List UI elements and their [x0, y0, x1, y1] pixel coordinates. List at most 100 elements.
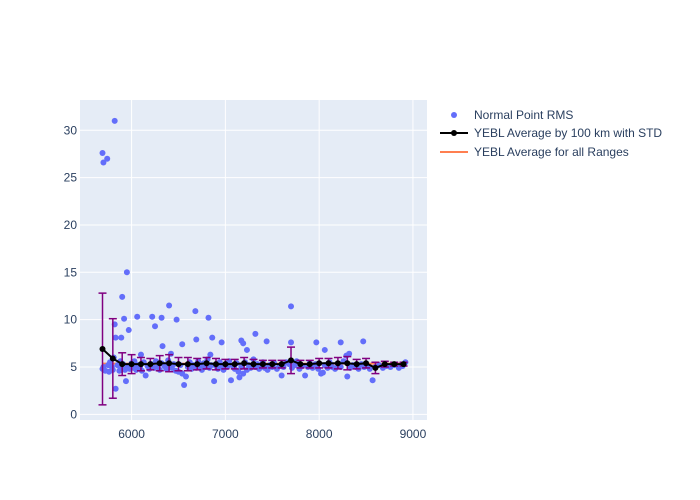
- average-marker: [372, 364, 379, 371]
- average-marker: [325, 360, 332, 367]
- average-marker: [175, 361, 182, 368]
- average-marker: [259, 361, 266, 368]
- rms-point: [252, 330, 259, 337]
- legend: Normal Point RMS YEBL Average by 100 km …: [440, 108, 662, 159]
- rms-point: [118, 334, 125, 341]
- legend-marker-normal-point-rms: [451, 112, 457, 118]
- rms-point: [302, 372, 309, 379]
- average-marker: [109, 355, 116, 362]
- rms-point: [192, 308, 199, 315]
- rms-point: [122, 378, 129, 385]
- y-tick-label: 10: [64, 313, 78, 327]
- rms-point: [218, 339, 225, 346]
- average-marker: [353, 361, 360, 368]
- legend-label-yebl-average-by-100km: YEBL Average by 100 km with STD: [474, 126, 662, 140]
- rms-point: [121, 315, 128, 322]
- rms-point: [205, 314, 212, 321]
- rms-point: [360, 338, 367, 345]
- y-tick-label: 0: [70, 407, 77, 421]
- rms-point: [112, 334, 119, 341]
- average-marker: [194, 361, 201, 368]
- average-marker: [250, 361, 257, 368]
- rms-point: [111, 117, 118, 124]
- average-marker: [166, 360, 173, 367]
- x-tick-label: 8000: [306, 427, 333, 441]
- rms-point: [134, 313, 141, 320]
- average-marker: [241, 360, 248, 367]
- average-marker: [203, 360, 210, 367]
- legend-label-normal-point-rms: Normal Point RMS: [474, 108, 573, 122]
- rms-point: [369, 377, 376, 384]
- average-marker: [269, 361, 276, 368]
- rms-point: [137, 351, 144, 358]
- rms-point: [125, 327, 132, 334]
- rms-point: [182, 373, 189, 380]
- y-tick-label: 5: [70, 360, 77, 374]
- legend-item-normal-point-rms[interactable]: Normal Point RMS: [451, 108, 573, 122]
- average-marker: [288, 357, 295, 364]
- average-marker: [147, 361, 154, 368]
- rms-point: [142, 372, 149, 379]
- rms-point: [173, 316, 180, 323]
- average-marker: [391, 361, 398, 368]
- average-marker: [231, 361, 238, 368]
- average-marker: [297, 361, 304, 368]
- average-marker: [222, 361, 229, 368]
- rms-point: [211, 378, 218, 385]
- rms-point: [149, 313, 156, 320]
- average-marker: [156, 360, 163, 367]
- rms-point: [104, 155, 111, 162]
- average-marker: [278, 361, 285, 368]
- rms-point: [152, 323, 159, 330]
- rms-point: [236, 374, 243, 381]
- rms-point: [319, 369, 326, 376]
- legend-item-yebl-average-all-ranges[interactable]: YEBL Average for all Ranges: [440, 145, 629, 159]
- average-marker: [212, 361, 219, 368]
- rms-point: [209, 334, 216, 341]
- rms-point: [288, 339, 295, 346]
- rms-point: [344, 373, 351, 380]
- rms-point: [158, 314, 165, 321]
- average-marker: [334, 360, 341, 367]
- rms-point: [193, 336, 200, 343]
- rms-point: [321, 346, 328, 353]
- average-marker: [316, 360, 323, 367]
- rms-point: [119, 293, 126, 300]
- legend-label-yebl-average-all-ranges: YEBL Average for all Ranges: [474, 145, 629, 159]
- average-marker: [137, 361, 144, 368]
- rms-point: [288, 303, 295, 310]
- rms-point: [159, 343, 166, 350]
- rms-point: [240, 370, 247, 377]
- average-marker: [344, 360, 351, 367]
- rms-point: [99, 150, 106, 157]
- rms-point: [123, 269, 130, 276]
- legend-item-yebl-average-by-100km[interactable]: YEBL Average by 100 km with STD: [440, 126, 662, 140]
- average-marker: [400, 361, 407, 368]
- rms-point: [181, 381, 188, 388]
- rms-point: [263, 338, 270, 345]
- x-tick-label: 7000: [212, 427, 239, 441]
- rms-point: [100, 159, 107, 166]
- rms-point: [235, 368, 242, 375]
- average-marker: [128, 361, 135, 368]
- rms-point: [243, 346, 250, 353]
- y-axis-ticks: 0 5 10 15 20 25 30: [64, 123, 78, 421]
- rms-point: [278, 372, 285, 379]
- average-line-layer: [98, 292, 408, 406]
- legend-marker-yebl-average-by-100km: [451, 130, 457, 136]
- rms-point: [343, 352, 350, 359]
- rms-point: [207, 351, 214, 358]
- average-marker: [363, 360, 370, 367]
- rms-point: [166, 302, 173, 309]
- x-axis-ticks: 6000 7000 8000 9000: [118, 427, 426, 441]
- rms-point: [227, 377, 234, 384]
- y-tick-label: 20: [64, 218, 78, 232]
- y-tick-label: 15: [64, 265, 78, 279]
- rms-point: [112, 385, 119, 392]
- y-tick-label: 30: [64, 123, 78, 137]
- x-tick-label: 6000: [118, 427, 145, 441]
- rms-point: [179, 341, 186, 348]
- average-marker: [184, 361, 191, 368]
- y-tick-label: 25: [64, 171, 78, 185]
